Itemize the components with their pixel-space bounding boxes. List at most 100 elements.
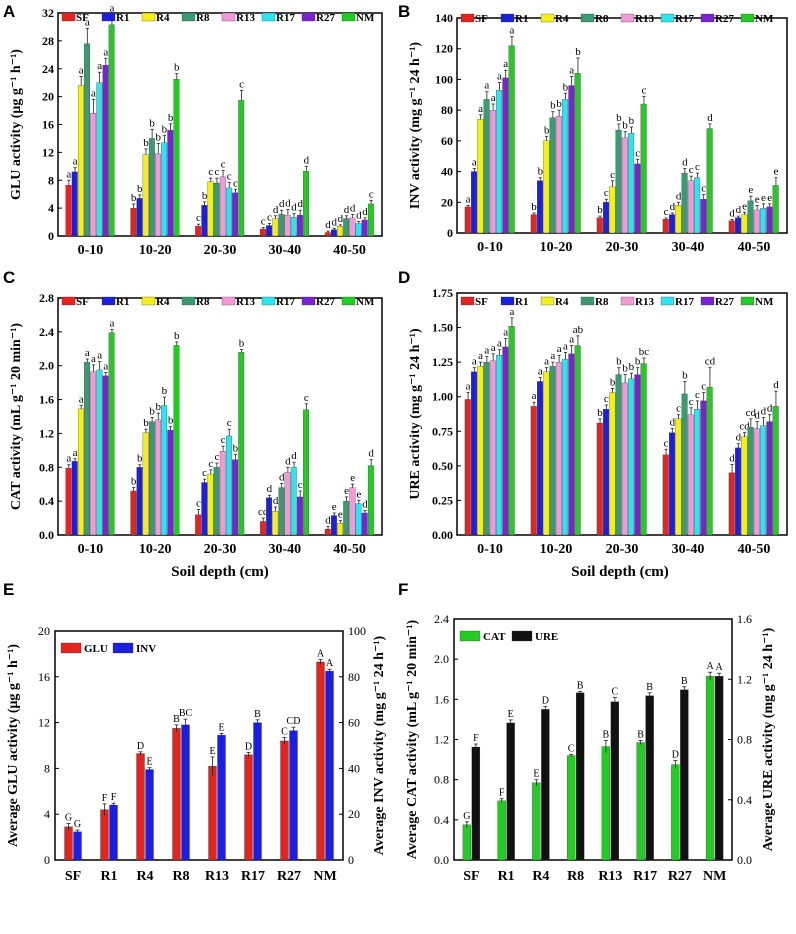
y-tick-label: 60 [441, 134, 453, 148]
significance-letter: a [497, 338, 502, 350]
legend-label: R8 [196, 296, 210, 308]
bar-r4-20-30 [207, 181, 214, 237]
legend-label: R13 [236, 296, 255, 308]
y-tick-label-right: 40 [348, 761, 360, 775]
x-tick-label: NM [703, 869, 726, 884]
bar-r1-0-10 [71, 461, 78, 536]
bar-r17-40-50 [760, 425, 767, 536]
x-tick-label: 0-10 [78, 243, 104, 258]
significance-letter: d [736, 204, 742, 216]
significance-letter: b [563, 81, 569, 93]
legend-swatch-r4 [141, 12, 156, 22]
legend-swatch-nm [740, 13, 755, 23]
significance-letter: d [273, 495, 279, 507]
y-axis-label: CAT activity (mL g⁻¹ 20 min⁻¹) [9, 323, 24, 510]
significance-letter: c [610, 169, 615, 181]
legend-label: R17 [675, 13, 694, 25]
bar-r4-10-20 [142, 432, 149, 536]
significance-letter: G [463, 811, 470, 822]
y-tick-label: 0.50 [432, 459, 453, 473]
bar-r27-10-20 [167, 129, 174, 237]
bar-nm-30-40 [303, 171, 309, 237]
bar-sf-10-20 [530, 214, 537, 234]
bar-r17-40-50 [355, 503, 362, 536]
significance-letter: b [156, 401, 162, 413]
significance-letter: E [218, 722, 224, 733]
significance-letter: B [603, 730, 610, 741]
bar-r4-40-50 [337, 523, 343, 536]
bar-glu-r8 [172, 728, 181, 861]
significance-letter: c [689, 396, 694, 408]
x-tick-label: R1 [100, 869, 117, 884]
bar-r17-0-10 [96, 369, 103, 536]
significance-letter: b [622, 363, 628, 375]
significance-letter: B [637, 730, 644, 741]
bar-sf-20-30 [195, 226, 202, 237]
significance-letter: c [208, 458, 213, 470]
bar-nm-10-20 [173, 79, 180, 237]
panel-label: B [398, 2, 410, 21]
legend-label: R4 [555, 296, 569, 308]
legend-swatch-r8 [580, 13, 595, 23]
x-tick-label: 20-30 [606, 240, 639, 255]
bar-r27-30-40 [700, 199, 707, 234]
significance-letter: b [174, 330, 180, 342]
significance-letter: bc [639, 346, 650, 358]
significance-letter: cd [746, 407, 757, 419]
significance-letter: b [162, 124, 168, 136]
bar-r17-20-30 [226, 435, 232, 536]
legend-label: R13 [635, 296, 654, 308]
significance-letter: c [664, 437, 669, 449]
legend-label: GLU [84, 643, 108, 655]
bar-sf-20-30 [195, 514, 202, 536]
bar-nm-30-40 [706, 128, 713, 234]
significance-letter: b [168, 415, 174, 427]
significance-letter: a [497, 71, 502, 83]
bar-r13-20-30 [219, 176, 226, 237]
bar-nm-0-10 [108, 24, 115, 237]
significance-letter: d [331, 216, 337, 228]
legend-label: NM [755, 296, 774, 308]
x-tick-label: R8 [567, 869, 584, 884]
bar-cat-nm [705, 676, 715, 861]
significance-letter: E [146, 757, 152, 768]
bar-r27-0-10 [502, 346, 509, 536]
bar-nm-10-20 [574, 73, 581, 234]
x-tick-label: 20-30 [606, 542, 639, 557]
significance-letter: c [221, 158, 226, 170]
significance-letter: a [91, 87, 96, 99]
significance-letter: a [79, 64, 84, 76]
significance-letter: C [568, 744, 575, 755]
bar-r4-30-40 [675, 205, 682, 234]
significance-letter: A [716, 662, 724, 673]
bar-r4-10-20 [142, 154, 149, 237]
bar-cat-r17 [636, 742, 645, 861]
bar-ure-r8 [575, 692, 585, 861]
significance-letter: d [279, 198, 285, 210]
significance-letter: e [773, 166, 778, 178]
significance-letter: C [612, 686, 619, 697]
significance-letter: c [233, 177, 238, 189]
significance-letter: d [285, 198, 291, 210]
y-tick-label: 28 [42, 34, 54, 48]
significance-letter: G [65, 812, 72, 823]
significance-letter: d [344, 204, 350, 216]
y-tick-label: 40 [441, 165, 453, 179]
significance-letter: b [550, 100, 556, 112]
bar-r1-20-30 [603, 202, 610, 234]
y-axis-label-right: Average INV activity (mg g⁻¹ 24 h⁻¹) [372, 635, 387, 855]
legend-swatch-inv [112, 642, 134, 654]
bar-nm-20-30 [238, 352, 245, 536]
y-tick-label: 16 [42, 118, 54, 132]
bar-r4-0-10 [77, 408, 84, 536]
bar-r1-30-40 [669, 214, 676, 234]
bar-r13-40-50 [753, 428, 760, 536]
significance-letter: c [227, 417, 232, 429]
bar-sf-20-30 [596, 422, 603, 536]
significance-letter: F [111, 792, 117, 803]
significance-letter: b [143, 417, 149, 429]
significance-letter: d [350, 202, 356, 214]
legend-swatch-r1 [101, 296, 116, 306]
legend-label: R8 [595, 296, 609, 308]
bar-ure-r4 [541, 709, 550, 861]
